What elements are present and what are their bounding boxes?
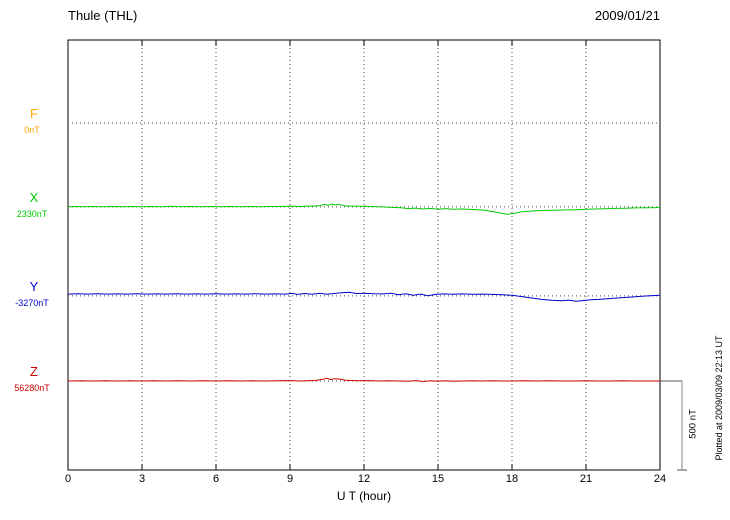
x-tick-label-15: 15 — [431, 473, 445, 485]
component-label-Y: Y — [29, 278, 39, 294]
station-title: Thule (THL) — [68, 8, 138, 23]
x-axis-label: U T (hour) — [336, 489, 392, 503]
trace-X — [67, 203, 661, 215]
scale-bar-label: 500 nT — [687, 409, 699, 439]
component-label-Z: Z — [30, 363, 38, 379]
component-baseline-value-F: 0nT — [24, 124, 40, 135]
plot-date: 2009/01/21 — [594, 8, 660, 23]
x-tick-label-24: 24 — [653, 473, 667, 485]
plotted-at-note: Plotted at 2009/03/09 22:13 UT — [714, 335, 724, 461]
x-tick-label-12: 12 — [357, 473, 371, 485]
x-tick-label-0: 0 — [64, 473, 72, 485]
component-label-X: X — [29, 189, 39, 205]
x-tick-label-21: 21 — [579, 473, 593, 485]
x-tick-label-3: 3 — [138, 473, 146, 485]
component-baseline-value-X: 2330nT — [16, 208, 48, 219]
trace-Y — [67, 291, 661, 302]
component-label-F: F — [30, 105, 38, 121]
x-tick-label-9: 9 — [286, 473, 294, 485]
x-tick-label-18: 18 — [505, 473, 519, 485]
trace-Z — [67, 377, 660, 383]
component-baseline-value-Z: 56280nT — [14, 382, 50, 393]
x-tick-label-6: 6 — [212, 473, 220, 485]
component-baseline-value-Y: -3270nT — [15, 297, 49, 308]
